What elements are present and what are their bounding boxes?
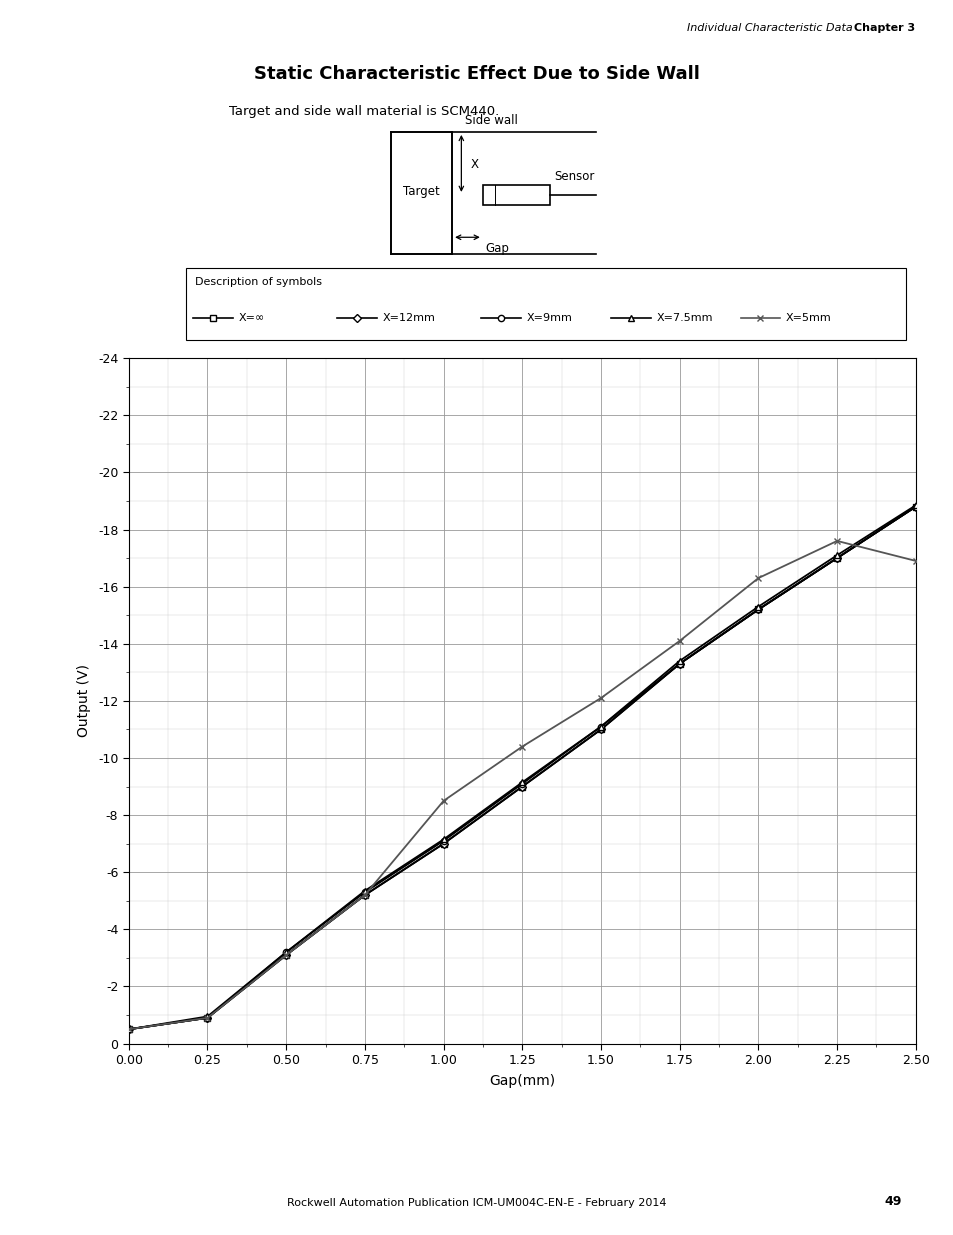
X-axis label: Gap(mm): Gap(mm) — [489, 1074, 555, 1088]
Text: Description of symbols: Description of symbols — [194, 277, 321, 287]
Text: X=∞: X=∞ — [238, 314, 265, 324]
Text: X: X — [470, 158, 478, 170]
Text: Target and side wall material is SCM440.: Target and side wall material is SCM440. — [229, 105, 498, 119]
Text: Target: Target — [403, 185, 439, 198]
Text: Individual Characteristic Data: Individual Characteristic Data — [686, 23, 852, 33]
Text: Rockwell Automation Publication ICM-UM004C-EN-E - February 2014: Rockwell Automation Publication ICM-UM00… — [287, 1198, 666, 1208]
Text: Gap: Gap — [485, 242, 509, 256]
Text: X=5mm: X=5mm — [785, 314, 831, 324]
Text: X=7.5mm: X=7.5mm — [656, 314, 712, 324]
Text: Side wall: Side wall — [465, 114, 517, 127]
Bar — [482, 184, 549, 205]
Text: X=9mm: X=9mm — [526, 314, 572, 324]
Text: X=12mm: X=12mm — [382, 314, 436, 324]
Text: Static Characteristic Effect Due to Side Wall: Static Characteristic Effect Due to Side… — [253, 65, 700, 84]
Text: 49: 49 — [883, 1194, 901, 1208]
Bar — [391, 132, 452, 254]
Text: Sensor: Sensor — [554, 170, 595, 183]
Y-axis label: Output (V): Output (V) — [77, 664, 91, 737]
Text: Chapter 3: Chapter 3 — [853, 23, 914, 33]
